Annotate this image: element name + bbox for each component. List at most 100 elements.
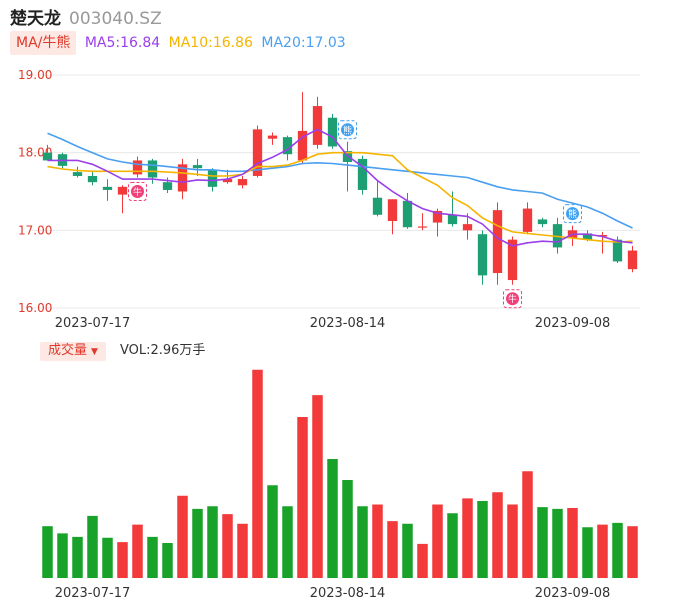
candle-body [357, 158, 368, 190]
candle-body [87, 175, 98, 183]
candle-body [402, 200, 413, 228]
candle [402, 193, 413, 229]
bull-marker: 牛 [128, 182, 147, 202]
volume-bar [477, 501, 488, 578]
ma20-value: MA20:17.03 [261, 35, 346, 51]
marker-label: 牛 [508, 293, 517, 305]
marker-label: 熊 [568, 208, 577, 220]
candle-body [612, 239, 623, 262]
candle [597, 231, 608, 254]
volume-value: VOL:2.96万手 [119, 343, 206, 358]
candle [627, 245, 638, 273]
volume-bar [102, 537, 113, 578]
ma20-line [47, 132, 633, 229]
candle [102, 179, 113, 201]
x-tick-label: 2023-09-08 [535, 316, 611, 331]
candle-body [297, 130, 308, 161]
candle-body [237, 179, 248, 186]
candle-body [372, 197, 383, 215]
volume-bar [537, 507, 548, 578]
y-tick-label: 19.00 [18, 68, 52, 82]
volume-bar [87, 515, 98, 578]
volume-bar [387, 521, 398, 578]
candle [522, 202, 533, 235]
candle [417, 213, 428, 231]
candle [387, 199, 398, 235]
candle-body [42, 152, 53, 161]
marker-frame [503, 289, 522, 309]
volume-bar [492, 492, 503, 578]
ma10-line [47, 151, 633, 243]
volume-bar [267, 485, 278, 578]
candle [327, 113, 338, 149]
y-tick-label: 16.00 [18, 301, 52, 315]
volume-tab-label: 成交量 [48, 343, 88, 358]
volume-bar [462, 498, 473, 578]
marker-frame [563, 204, 582, 224]
candle-body [432, 210, 443, 223]
candle-body [462, 224, 473, 231]
y-tick-label: 17.00 [18, 223, 52, 237]
marker-badge [506, 292, 519, 306]
volume-bar [207, 506, 218, 578]
candle-body [627, 250, 638, 270]
marker-frame [128, 182, 147, 202]
candle-body [222, 179, 233, 183]
candle [537, 217, 548, 228]
candle-body [522, 208, 533, 232]
candle [477, 230, 488, 285]
volume-bar [192, 508, 203, 578]
candle [192, 158, 203, 176]
bear-marker: 熊 [338, 120, 357, 140]
bear-marker: 熊 [563, 204, 582, 224]
volume-bar [597, 524, 608, 578]
candle-body [447, 214, 458, 225]
candle [132, 156, 143, 178]
ma-indicator-tab[interactable]: MA/牛熊 [10, 31, 77, 55]
candle [42, 144, 53, 161]
volume-bar [42, 526, 53, 578]
candle-body [117, 186, 128, 195]
volume-bar [627, 526, 638, 578]
volume-bar [132, 524, 143, 578]
ma5-value: MA5:16.84 [84, 35, 161, 51]
candle-body [312, 106, 323, 145]
candle [462, 213, 473, 240]
volume-bar [237, 523, 248, 578]
volume-bar [312, 395, 323, 578]
volume-bar [327, 459, 338, 578]
candle-body [192, 165, 203, 169]
volume-bar [372, 504, 383, 578]
volume-indicator-tab[interactable]: 成交量 ▼ [40, 342, 106, 361]
candle [507, 236, 518, 285]
candle-body [537, 219, 548, 225]
volume-bar [552, 508, 563, 578]
volume-bar [57, 533, 68, 578]
candle [237, 175, 248, 189]
marker-badge [566, 207, 579, 221]
candle-body [252, 129, 263, 176]
candle-body [162, 182, 173, 190]
candle-body [477, 234, 488, 276]
marker-badge [131, 185, 144, 199]
ma5-line [47, 128, 633, 247]
candle-body [267, 135, 278, 139]
volume-bar [507, 504, 518, 578]
volume-bar [417, 543, 428, 578]
volume-bar [222, 514, 233, 578]
candle-body [132, 160, 143, 175]
moving-average-lines [47, 128, 633, 247]
candle-body [72, 172, 83, 176]
volume-bar [342, 480, 353, 578]
candle [297, 92, 308, 165]
candle-body [387, 199, 398, 222]
candle [372, 179, 383, 217]
x-tick-label: 2023-08-14 [310, 316, 386, 331]
volume-bar [447, 513, 458, 578]
candle [72, 166, 83, 178]
volume-x-tick-label: 2023-09-08 [535, 586, 611, 601]
volume-bars [42, 369, 638, 578]
